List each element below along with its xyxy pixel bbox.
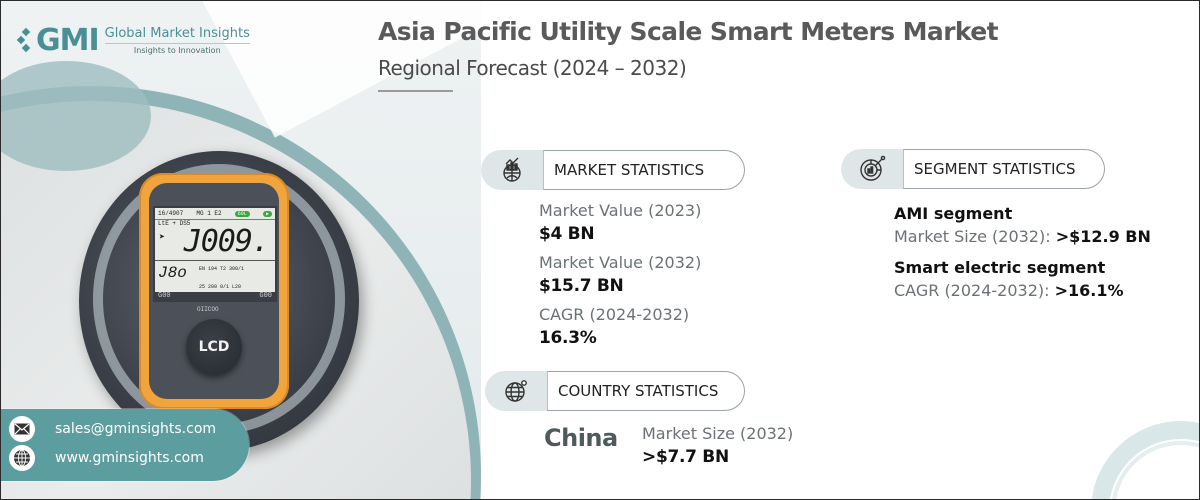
lcd-bottom-left: G00 [158, 292, 171, 300]
globe-chart-icon [481, 150, 543, 190]
lcd-bottom-right: G00 [259, 292, 272, 300]
country-name: China [544, 424, 618, 452]
segment-stat-value: >$12.9 BN [1055, 227, 1151, 246]
lcd-top-left: 16/4907 [158, 210, 184, 217]
envelope-icon [9, 416, 35, 442]
page-title: Asia Pacific Utility Scale Smart Meters … [378, 17, 999, 46]
stat-label: Market Value (2023) [539, 201, 702, 220]
segment-name: Smart electric segment [894, 258, 1106, 277]
lcd-arrow-icon: ➤ [159, 233, 166, 244]
brand-tagline: Insights to Innovation [133, 46, 221, 55]
lcd-secondary-reading: J8o [158, 264, 187, 282]
logo-diamonds-icon [16, 27, 33, 53]
market-statistics-header: MARKET STATISTICS [481, 150, 745, 190]
lcd-main-reading: J009. [183, 224, 270, 259]
globe-pin-icon [485, 371, 547, 411]
market-statistics-list: Market Value (2023) $4 BN Market Value (… [539, 200, 701, 356]
lcd-divider [155, 260, 275, 261]
segment-stat-label: Market Size (2032): [894, 227, 1051, 246]
globe-icon [9, 445, 35, 471]
knob-label: LCD [198, 339, 230, 355]
email-link[interactable]: sales@gminsights.com [55, 421, 217, 437]
teal-blob-decoration [1, 61, 151, 171]
segment-stat-line: CAGR (2024-2032): >16.1% [894, 279, 1151, 303]
lcd-badge: 60L [234, 210, 250, 217]
stat-value: 16.3% [539, 328, 597, 348]
lcd-knob: LCD [186, 319, 242, 375]
title-underline [378, 90, 453, 92]
segment-stat-line: Market Size (2032): >$12.9 BN [894, 225, 1151, 249]
lcd-row-1: EN 194 T2 300/1 [199, 266, 245, 272]
lcd-status-row: 16/4907 MG 1 E2 60L ▶ [155, 208, 275, 220]
segment-stat-label: CAGR (2024-2032): [894, 281, 1050, 300]
country-statistics-title: COUNTRY STATISTICS [547, 371, 745, 411]
stat-label: CAGR (2024-2032) [539, 305, 690, 324]
knob-top-label: OIICOO [197, 306, 219, 313]
lcd-bottom-bar: G00 G00 [155, 292, 275, 300]
lcd-top-mid: MG 1 E2 [196, 210, 222, 217]
pie-chart-target-icon [841, 149, 903, 189]
website-link[interactable]: www.gminsights.com [55, 450, 204, 466]
segment-statistics-title: SEGMENT STATISTICS [903, 149, 1105, 189]
lcd-side-text: LtE + DS5 [158, 220, 191, 227]
gmi-logo: GMI Global Market Insights Insights to I… [16, 23, 250, 58]
smart-meter-lcd: 16/4907 MG 1 E2 60L ▶ LtE + DS5 ➤ J009. … [153, 206, 277, 302]
segment-statistics-header: SEGMENT STATISTICS [841, 149, 1105, 189]
logo-text: Global Market Insights Insights to Innov… [104, 26, 250, 55]
email-contact[interactable]: sales@gminsights.com [9, 416, 216, 442]
contact-bar: sales@gminsights.com www.gminsights.com [1, 409, 249, 481]
country-stat-value: >$7.7 BN [642, 447, 729, 467]
lcd-play-badge: ▶ [262, 210, 272, 217]
segment-statistics-list: AMI segment Market Size (2032): >$12.9 B… [894, 203, 1151, 311]
country-statistics-header: COUNTRY STATISTICS [485, 371, 745, 411]
stat-value: $15.7 BN [539, 276, 624, 296]
segment-name: AMI segment [894, 204, 1013, 223]
country-stat-label: Market Size (2032) [642, 424, 794, 443]
brand-name: Global Market Insights [104, 26, 250, 44]
logo-mark: GMI [36, 23, 100, 58]
website-contact[interactable]: www.gminsights.com [9, 445, 204, 471]
page-subtitle: Regional Forecast (2024 – 2032) [378, 56, 687, 80]
stat-value: $4 BN [539, 224, 595, 244]
stat-label: Market Value (2032) [539, 253, 702, 272]
market-statistics-title: MARKET STATISTICS [543, 150, 745, 190]
lcd-row-2: 25 200 0/1 L20 [199, 284, 242, 290]
segment-stat-value: >16.1% [1054, 281, 1124, 300]
